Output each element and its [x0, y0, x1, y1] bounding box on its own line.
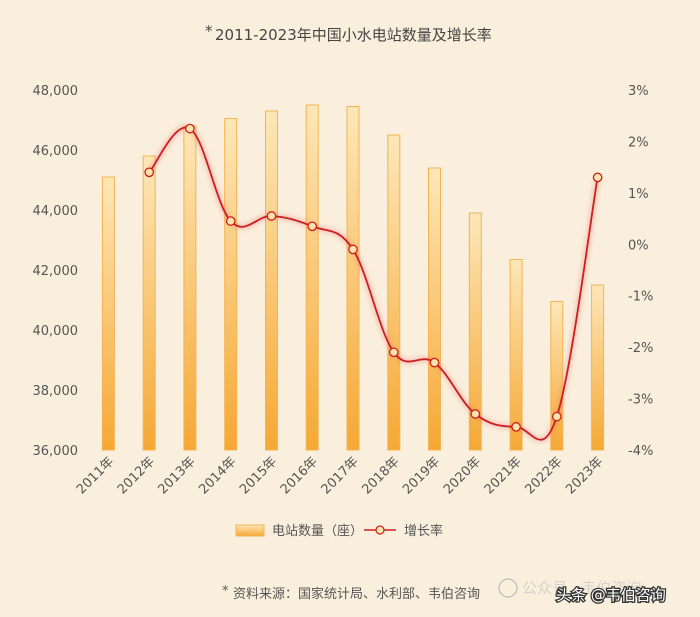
y-right-tick-label: -4% [628, 444, 653, 459]
bar [468, 212, 482, 451]
growth-point [470, 409, 481, 419]
growth-point [307, 221, 318, 232]
y-right-tick-label: 2% [628, 135, 649, 150]
source-note: 资料来源：国家统计局、水利部、韦伯咨询 [233, 586, 480, 602]
bar [142, 155, 156, 451]
y-right-tick-label: 0% [628, 238, 649, 253]
x-tick-label: 2016年 [278, 454, 321, 497]
y-right-axis: -4% -3% -2% -1% 0% 1% 2% 3% [628, 84, 653, 459]
bar-series [101, 104, 605, 451]
growth-point [592, 172, 603, 183]
growth-point [388, 347, 399, 358]
growth-point [429, 357, 440, 368]
growth-point [144, 167, 155, 178]
watermark: 公众号 · 韦伯咨询 头条 @韦伯咨询 [498, 578, 667, 605]
x-tick-label: 2018年 [359, 454, 402, 497]
bar [265, 110, 278, 451]
growth-point [551, 411, 562, 422]
x-tick-label: 2012年 [115, 454, 158, 497]
bar [346, 106, 360, 451]
growth-point [266, 211, 277, 221]
growth-line [148, 126, 599, 441]
y-right-tick-label: -3% [628, 393, 653, 408]
x-tick-label: 2022年 [522, 454, 565, 497]
x-axis: 2011年2012年2013年2014年2015年2016年2017年2018年… [74, 454, 606, 497]
x-tick-label: 2011年 [74, 454, 117, 497]
bar [509, 259, 523, 451]
chart-title-marker: * [205, 22, 213, 40]
x-tick-label: 2015年 [237, 454, 280, 497]
legend-bar-label: 电站数量（座） [272, 524, 363, 539]
y-left-axis: 36,000 38,000 40,000 42,000 44,000 46,000 48,0… [33, 84, 79, 459]
y-left-tick-label: 48,000 [33, 84, 79, 99]
wechat-icon [498, 578, 518, 598]
growth-line-series [144, 123, 603, 443]
y-left-tick-label: 38,000 [33, 384, 79, 399]
x-tick-label: 2017年 [319, 454, 362, 497]
bar [428, 167, 441, 451]
y-right-tick-label: 3% [628, 84, 649, 99]
growth-line-glow [147, 125, 601, 443]
bar [183, 125, 197, 451]
growth-point [348, 244, 358, 255]
bar [305, 104, 319, 451]
x-tick-label: 2019年 [400, 454, 443, 497]
chart-title: 2011-2023年中国小水电站数量及增长率 [215, 26, 492, 44]
legend: 电站数量（座） 增长率 [235, 523, 443, 539]
legend-line-marker [375, 525, 385, 535]
x-tick-label: 2023年 [563, 454, 606, 497]
bar [101, 176, 115, 451]
growth-point [185, 123, 195, 134]
source-marker: * [222, 584, 229, 599]
bar [591, 284, 605, 451]
y-right-tick-label: -1% [628, 290, 653, 305]
legend-line-label: 增长率 [404, 523, 443, 539]
watermark-faint-text: 公众号 · 韦伯咨询 [522, 579, 641, 597]
x-tick-label: 2021年 [482, 454, 525, 497]
y-left-tick-label: 44,000 [33, 204, 79, 219]
y-left-tick-label: 36,000 [33, 444, 79, 459]
x-tick-label: 2014年 [196, 454, 239, 497]
y-left-tick-label: 46,000 [33, 144, 79, 159]
growth-point [511, 422, 521, 432]
y-right-tick-label: 1% [628, 187, 649, 202]
bar [224, 118, 238, 451]
bar [387, 134, 401, 451]
y-left-tick-label: 42,000 [33, 264, 79, 279]
watermark-label: 头条 @韦伯咨询 [556, 586, 666, 604]
growth-point [225, 216, 236, 226]
y-right-tick-label: -2% [628, 341, 653, 356]
y-left-tick-label: 40,000 [33, 324, 79, 339]
legend-bar-swatch [235, 524, 265, 537]
x-tick-label: 2020年 [441, 454, 484, 497]
x-tick-label: 2013年 [156, 454, 199, 497]
